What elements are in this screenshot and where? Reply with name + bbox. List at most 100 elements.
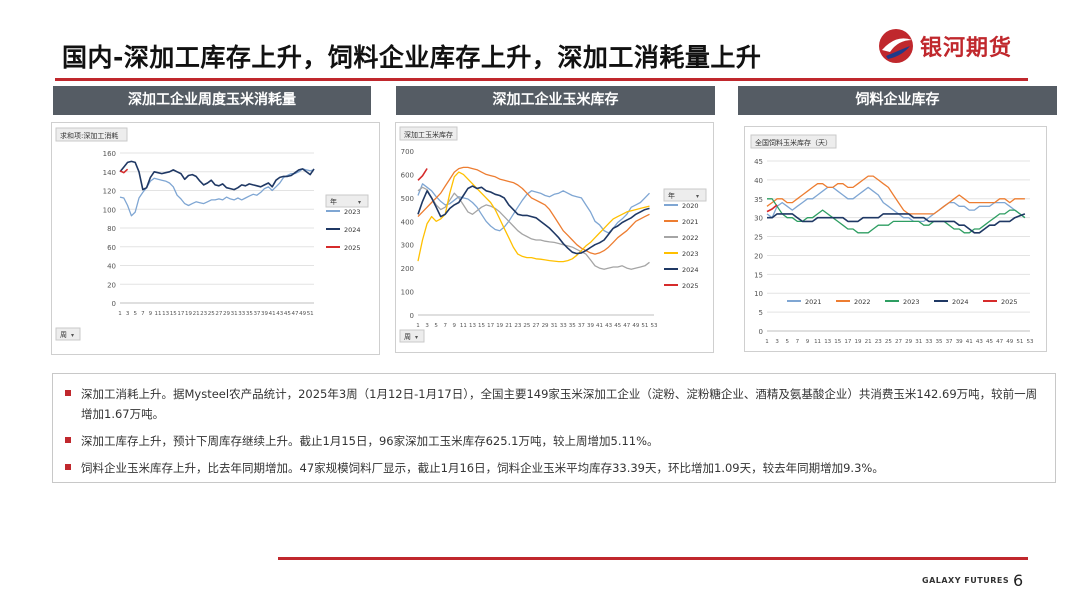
x-tick-label: 21 xyxy=(865,339,872,345)
x-tick-label: 47 xyxy=(996,339,1003,345)
x-tick-label: 11 xyxy=(814,339,821,345)
x-tick-label: 21 xyxy=(193,311,200,317)
x-tick-label: 51 xyxy=(641,323,648,329)
x-tick-label: 5 xyxy=(434,323,438,329)
x-tick-label: 33 xyxy=(560,323,567,329)
filter-button-label: 周 xyxy=(404,333,411,341)
page-title: 国内-深加工库存上升，饲料企业库存上升，深加工消耗量上升 xyxy=(62,43,762,72)
note-item: 深加工库存上升，预计下周库存继续上升。截止1月15日，96家深加工玉米库存625… xyxy=(65,431,1043,451)
y-tick-label: 20 xyxy=(754,252,763,260)
x-tick-label: 3 xyxy=(775,339,779,345)
x-tick-label: 13 xyxy=(162,311,169,317)
legend-label-2025: 2025 xyxy=(682,282,699,290)
x-tick-label: 23 xyxy=(875,339,882,345)
processing-stock-chart: 深加工玉米库存 0 100 200 300 400 500 600 700 1 3 5 7 9 11 13 15… xyxy=(395,122,714,353)
x-tick-label: 15 xyxy=(478,323,485,329)
legend-label-2022: 2022 xyxy=(854,298,871,306)
note-item: 饲料企业玉米库存上升，比去年同期增加。47家规模饲料厂显示，截止1月16日，饲料… xyxy=(65,458,1043,478)
y-tick-label: 40 xyxy=(107,263,116,271)
x-tick-label: 31 xyxy=(551,323,558,329)
legend-header-box xyxy=(325,194,369,208)
legend-label-2024: 2024 xyxy=(344,226,361,234)
x-tick-label: 9 xyxy=(453,323,457,329)
x-tick-label: 41 xyxy=(269,311,276,317)
x-tick-label: 15 xyxy=(834,339,841,345)
x-tick-label: 51 xyxy=(1016,339,1023,345)
x-tick-label: 51 xyxy=(307,311,314,317)
y-tick-label: 60 xyxy=(107,244,116,252)
galaxy-logo-icon xyxy=(879,29,913,63)
legend-label-2020: 2020 xyxy=(682,202,699,210)
y-tick-label: 10 xyxy=(754,290,763,298)
chart-title: 求和项:深加工消耗 xyxy=(60,131,118,140)
legend-label-2024: 2024 xyxy=(682,266,699,274)
x-tick-label: 29 xyxy=(905,339,912,345)
x-tick-label: 35 xyxy=(246,311,253,317)
series-line-2022 xyxy=(417,186,650,270)
x-tick-label: 45 xyxy=(614,323,621,329)
x-tick-label: 19 xyxy=(855,339,862,345)
y-tick-label: 140 xyxy=(103,169,116,177)
y-tick-label: 45 xyxy=(754,158,763,166)
series-line-2021 xyxy=(417,166,650,255)
chart-title: 深加工玉米库存 xyxy=(404,130,453,139)
series-line-2025 xyxy=(766,204,778,213)
series-line-2022 xyxy=(766,175,1025,215)
series-line-2024 xyxy=(767,213,1026,234)
x-tick-label: 39 xyxy=(587,323,594,329)
x-tick-label: 37 xyxy=(946,339,953,345)
y-tick-label: 160 xyxy=(103,150,116,158)
series-line-2024 xyxy=(119,160,315,191)
series-line-2025 xyxy=(417,168,428,181)
x-tick-label: 19 xyxy=(496,323,503,329)
x-tick-label: 27 xyxy=(215,311,222,317)
footer-divider xyxy=(278,557,1028,560)
x-tick-label: 35 xyxy=(569,323,576,329)
series-line-2025 xyxy=(119,168,129,174)
feed-stock-chart: 全国饲料玉米库存（天） 0 5 10 15 20 25 30 35 40 45 1 3 5 7 9 11 13 15… xyxy=(744,126,1047,352)
filter-button-label: 周 xyxy=(60,331,67,339)
x-tick-label: 23 xyxy=(200,311,207,317)
legend-label-2021: 2021 xyxy=(805,298,822,306)
x-tick-label: 27 xyxy=(533,323,540,329)
y-tick-label: 30 xyxy=(754,215,763,223)
x-tick-label: 33 xyxy=(925,339,932,345)
legend-label-2025: 2025 xyxy=(344,244,361,252)
x-tick-label: 49 xyxy=(299,311,306,317)
bullet-square-icon xyxy=(65,437,71,443)
x-tick-label: 11 xyxy=(460,323,467,329)
x-tick-label: 41 xyxy=(966,339,973,345)
x-tick-label: 43 xyxy=(276,311,283,317)
x-tick-label: 37 xyxy=(578,323,585,329)
chart-title-box xyxy=(399,126,458,141)
x-tick-label: 3 xyxy=(126,311,130,317)
x-tick-label: 49 xyxy=(1006,339,1013,345)
x-tick-label: 1 xyxy=(765,339,769,345)
x-tick-label: 47 xyxy=(291,311,298,317)
y-tick-label: 500 xyxy=(401,195,414,203)
series-line-2024 xyxy=(417,185,650,255)
series-line-2020 xyxy=(417,183,650,234)
panel-header-processing-stock: 深加工企业玉米库存 xyxy=(396,86,715,115)
page-number: 6 xyxy=(1013,571,1024,590)
x-tick-label: 21 xyxy=(505,323,512,329)
y-tick-label: 35 xyxy=(754,196,763,204)
x-tick-label: 11 xyxy=(155,311,162,317)
x-tick-label: 9 xyxy=(806,339,810,345)
x-tick-label: 9 xyxy=(149,311,153,317)
x-tick-label: 25 xyxy=(885,339,892,345)
x-tick-label: 5 xyxy=(785,339,789,345)
company-logo: 银河期货 xyxy=(876,26,1012,66)
x-tick-label: 29 xyxy=(223,311,230,317)
x-tick-label: 7 xyxy=(141,311,145,317)
consumption-chart: 求和项:深加工消耗 0 20 40 60 80 100 120 140 160 1 3 5 7 9 11 13 1… xyxy=(51,122,380,355)
x-tick-label: 25 xyxy=(208,311,215,317)
summary-notes: 深加工消耗上升。据Mysteel农产品统计，2025年3周（1月12日-1月17… xyxy=(52,373,1056,483)
legend-title: 年 xyxy=(668,191,675,200)
x-tick-label: 3 xyxy=(425,323,429,329)
title-divider xyxy=(55,78,1028,81)
y-tick-label: 25 xyxy=(754,234,763,242)
x-tick-label: 31 xyxy=(915,339,922,345)
x-tick-label: 1 xyxy=(416,323,420,329)
